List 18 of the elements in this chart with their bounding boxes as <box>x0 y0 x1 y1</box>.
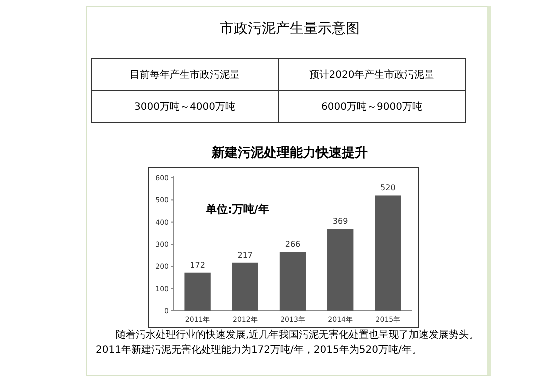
bar <box>328 229 354 311</box>
bar <box>232 262 258 311</box>
text: 3000万吨～4000万吨 <box>92 90 278 122</box>
data-label: 217 <box>238 250 254 260</box>
text: 市政污泥产生量示意图 <box>219 20 361 38</box>
text: 预计2020年产生市政污泥量 <box>278 58 466 90</box>
data-label: 266 <box>285 240 301 250</box>
data-label: 520 <box>380 184 396 193</box>
text: 目前每年产生市政污泥量 <box>92 58 278 90</box>
data-label: 369 <box>332 217 348 226</box>
bar <box>375 196 402 311</box>
bar <box>280 252 306 311</box>
bar <box>184 272 211 311</box>
data-label: 172 <box>190 260 206 270</box>
annotation: 单位:万吨/年 <box>206 202 270 217</box>
chart-title: 新建污泥处理能力快速提升 <box>211 144 369 162</box>
text: 6000万吨～9000万吨 <box>278 90 466 122</box>
text: 随着污水处理行业的快速发展,近几年我国污泥无害化处置也呈现了加速发展势头。2011年新建污泥无害化处理能力为172万吨/年，2015年为520万吨/年。 <box>96 328 480 358</box>
